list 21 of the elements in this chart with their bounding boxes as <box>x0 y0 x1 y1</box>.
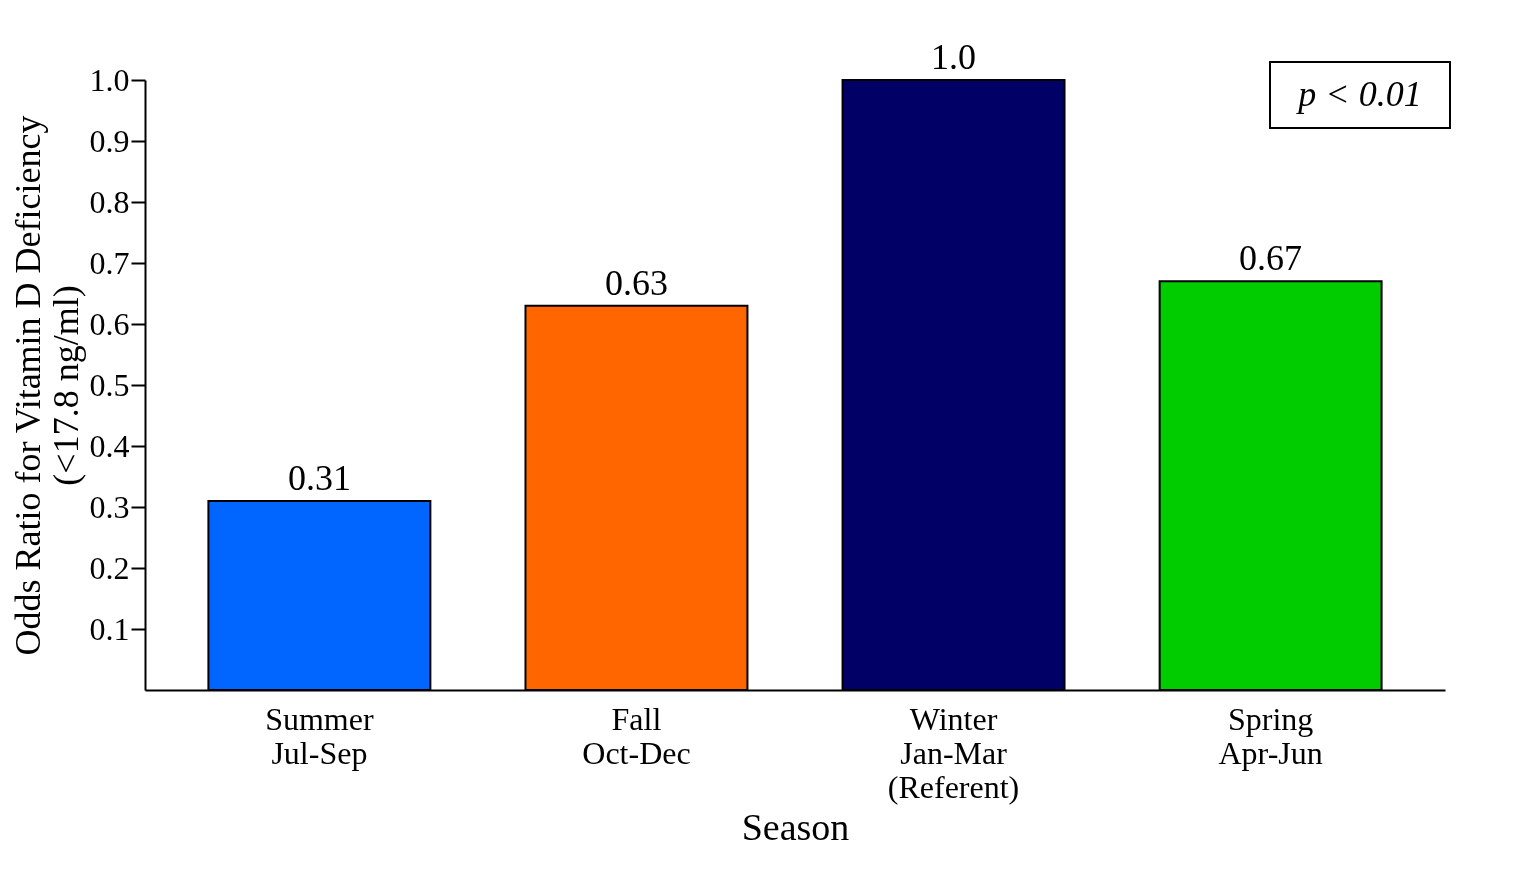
data-label: 0.67 <box>1239 238 1303 279</box>
y-tick-label: 0.6 <box>89 305 130 342</box>
y-tick-label: 0.8 <box>89 183 130 220</box>
data-label: 0.63 <box>604 262 668 303</box>
y-tick-label: 0.1 <box>89 610 130 647</box>
x-tick-label: Fall Oct-Dec <box>582 700 691 771</box>
annotation: p < 0.01 <box>1295 74 1422 114</box>
y-tick-label: 0.4 <box>89 427 130 464</box>
y-tick-label: 0.7 <box>89 244 130 281</box>
x-axis-title: Season <box>741 805 850 848</box>
x-tick-label: Spring Apr-Jun <box>1218 700 1323 771</box>
y-tick-label: 1.0 <box>89 61 130 98</box>
y-tick-label: 0.5 <box>89 366 130 403</box>
data-label: 0.31 <box>287 457 351 498</box>
y-tick-label: 0.3 <box>89 488 130 525</box>
y-tick-label: 0.9 <box>89 122 130 159</box>
data-label: 1.0 <box>931 37 977 77</box>
x-tick-label: Winter Jan-Mar (Referent) <box>887 700 1020 805</box>
y-tick-label: 0.2 <box>89 549 130 586</box>
x-tick-label: Summer Jul-Sep <box>265 700 374 771</box>
y-axis-title: Odds Ratio for Vitamin D Deficiency (<17.8 ng/ml) <box>7 115 86 656</box>
